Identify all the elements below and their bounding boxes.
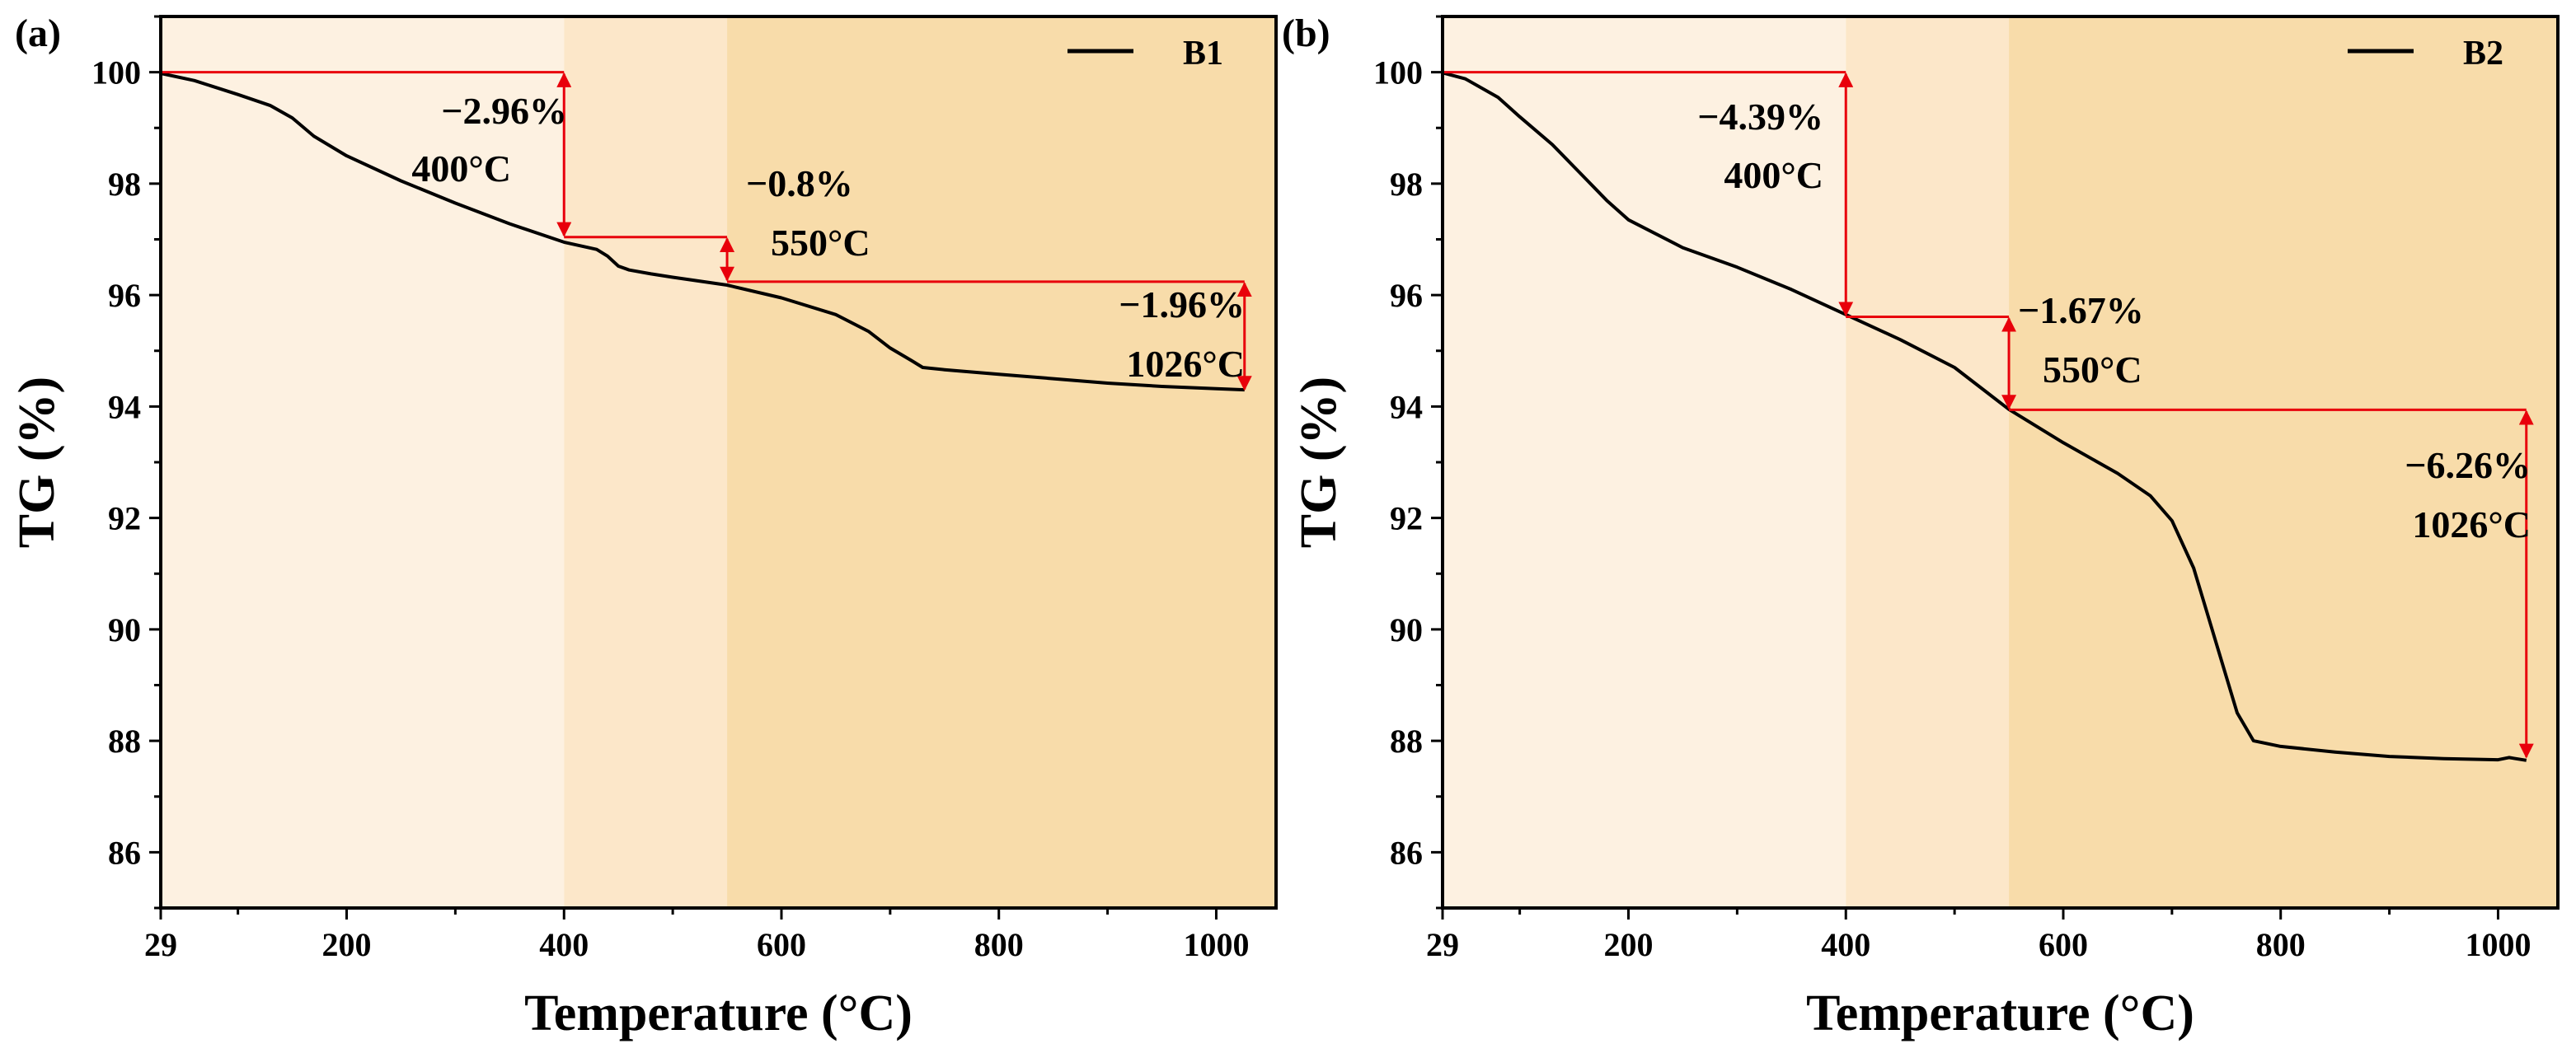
legend-label: B1 — [1183, 35, 1223, 73]
y-tick-label: 94 — [108, 388, 141, 425]
temperature-region-2 — [1846, 16, 2010, 908]
y-tick-label: 90 — [108, 611, 141, 648]
y-tick-label: 100 — [91, 54, 141, 91]
y-tick-label: 86 — [108, 834, 141, 871]
x-axis-title: Temperature (°C) — [524, 985, 913, 1041]
panel-label: (b) — [1282, 12, 1330, 55]
y-tick-label: 96 — [1390, 277, 1423, 314]
x-tick-label: 600 — [2039, 926, 2088, 963]
temperature-label: 400°C — [1724, 154, 1823, 196]
y-tick-label: 100 — [1373, 54, 1423, 91]
y-tick-label: 98 — [108, 166, 141, 203]
temperature-label: 1026°C — [1126, 343, 1245, 385]
x-tick-label: 200 — [1604, 926, 1654, 963]
temperature-region-2 — [564, 16, 728, 908]
x-tick-label: 400 — [539, 926, 589, 963]
temperature-region-3 — [727, 16, 1276, 908]
x-tick-label: 29 — [1426, 926, 1459, 963]
x-tick-label: 800 — [2256, 926, 2306, 963]
mass-loss-label: −1.67% — [2018, 289, 2144, 331]
x-tick-label: 600 — [757, 926, 806, 963]
y-tick-label: 88 — [108, 723, 141, 760]
series-line-b2 — [1442, 71, 2527, 762]
temperature-label: 550°C — [2043, 349, 2142, 391]
panel-label: (a) — [15, 12, 61, 55]
temperature-label: 1026°C — [2412, 503, 2531, 545]
x-tick-label: 29 — [144, 926, 177, 963]
panel-a: −2.96% 400°C −0.8% 550°C −1.96% 1026°C 29 200 40… — [9, 12, 1278, 1041]
y-axis-title: TG (%) — [9, 377, 65, 548]
x-tick-label: 1000 — [1183, 926, 1249, 963]
y-tick-label: 88 — [1390, 723, 1423, 760]
y-tick-label: 92 — [1390, 500, 1423, 537]
temperature-label: 550°C — [771, 222, 870, 264]
mass-loss-label: −1.96% — [1119, 283, 1245, 325]
y-tick-label: 90 — [1390, 611, 1423, 648]
mass-loss-label: −4.39% — [1697, 96, 1823, 138]
x-tick-label: 800 — [974, 926, 1024, 963]
temperature-label: 400°C — [411, 147, 511, 190]
mass-loss-label: −0.8% — [746, 162, 853, 204]
y-axis-title: TG (%) — [1291, 377, 1347, 548]
panel-b: −4.39% 400°C −1.67% 550°C −6.26% 1026°C 29 200 4… — [1282, 12, 2560, 1041]
mass-loss-label: −6.26% — [2405, 444, 2531, 486]
y-tick-label: 92 — [108, 500, 141, 537]
x-axis-title: Temperature (°C) — [1806, 985, 2194, 1041]
legend-label: B2 — [2463, 35, 2503, 73]
y-tick-label: 96 — [108, 277, 141, 314]
temperature-region-1 — [161, 16, 565, 908]
y-tick-label: 98 — [1390, 166, 1423, 203]
mass-loss-label: −2.96% — [441, 90, 567, 132]
x-tick-label: 1000 — [2465, 926, 2531, 963]
series-line-b1 — [160, 72, 1245, 392]
temperature-region-1 — [1443, 16, 1846, 908]
y-tick-label: 94 — [1390, 388, 1423, 425]
x-tick-label: 400 — [1821, 926, 1870, 963]
y-tick-label: 86 — [1390, 834, 1423, 871]
x-tick-label: 200 — [322, 926, 372, 963]
